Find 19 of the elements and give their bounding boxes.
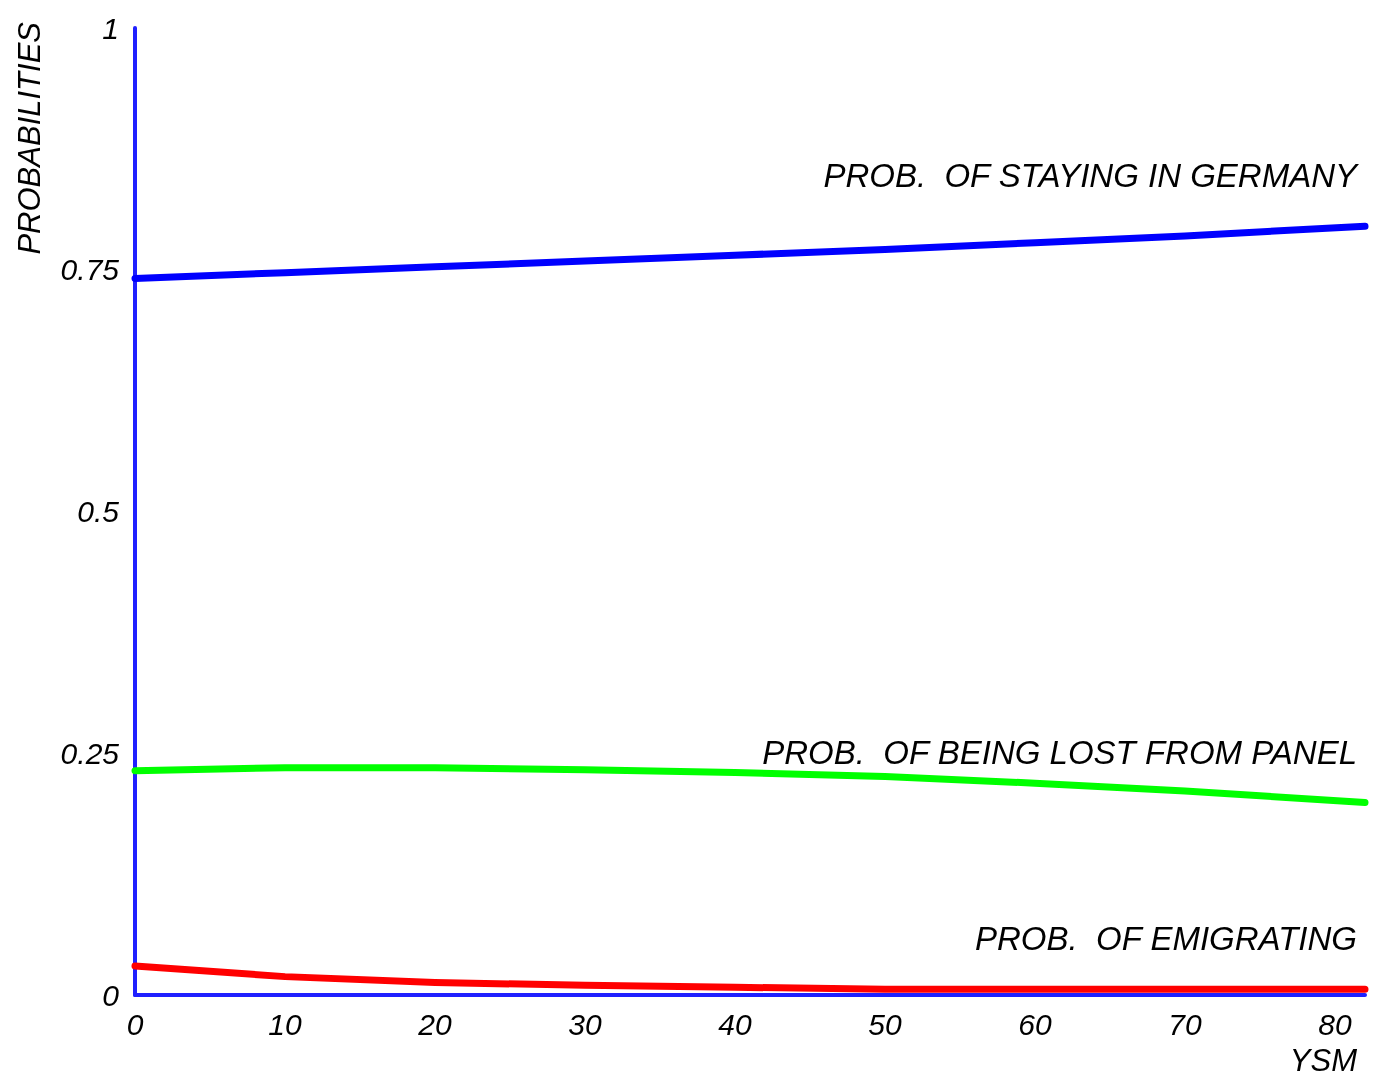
- y-tick-label: 0.5: [77, 495, 120, 528]
- x-tick-label: 30: [568, 1007, 602, 1041]
- x-tick-label: 80: [1318, 1007, 1352, 1041]
- x-tick-label: 10: [268, 1007, 302, 1041]
- y-tick-label: 0: [102, 978, 120, 1012]
- x-tick-label: 50: [868, 1007, 902, 1041]
- series-label: PROB. OF EMIGRATING: [975, 920, 1357, 958]
- y-tick-label: 0.25: [60, 736, 120, 770]
- series-label: PROB. OF BEING LOST FROM PANEL: [762, 733, 1357, 771]
- x-axis-title: YSM: [1289, 1043, 1358, 1078]
- x-tick-label: 20: [417, 1007, 452, 1041]
- y-axis-title: PROBABILITIES: [12, 21, 47, 255]
- y-tick-label: 0.75: [60, 253, 120, 287]
- x-tick-label: 70: [1168, 1007, 1202, 1041]
- x-tick-label: 40: [718, 1007, 752, 1041]
- x-tick-label: 0: [126, 1007, 144, 1041]
- x-tick-label: 60: [1018, 1007, 1052, 1041]
- y-tick-label: 1: [102, 11, 119, 45]
- series-label: PROB. OF STAYING IN GERMANY: [823, 157, 1359, 195]
